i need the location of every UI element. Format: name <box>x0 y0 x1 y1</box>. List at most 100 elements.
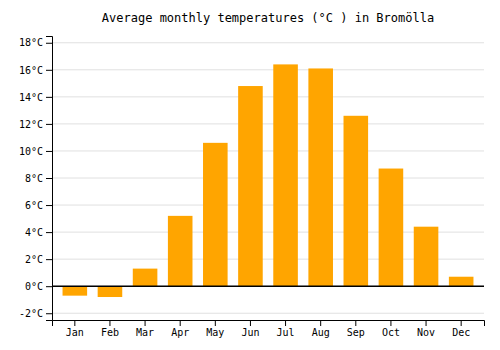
grid-line <box>52 150 484 151</box>
x-tick: Apr <box>171 320 189 338</box>
grid-line <box>52 96 484 97</box>
grid-line <box>52 123 484 124</box>
x-tick: Feb <box>101 320 119 338</box>
y-tick-mark <box>46 232 52 233</box>
y-tick: 18°C <box>19 37 52 48</box>
y-tick-mark <box>46 124 52 125</box>
x-tick: May <box>206 320 224 338</box>
grid-line <box>52 69 484 70</box>
x-tick: Jun <box>241 320 259 338</box>
y-tick-mark <box>46 178 52 179</box>
y-tick: -2°C <box>19 308 52 319</box>
bar <box>203 143 228 286</box>
title: Average monthly temperatures (°C ) in Br… <box>102 11 434 25</box>
y-tick-mark <box>46 259 52 260</box>
y-tick: 16°C <box>19 65 52 76</box>
x-tick-mark <box>461 320 462 326</box>
x-tick: Jan <box>66 320 84 338</box>
bar <box>379 169 404 287</box>
grid-line <box>52 313 484 314</box>
x-tick-mark <box>285 320 286 326</box>
x-axis: Jan Feb Mar Apr May Jun Jul Aug Sep Oct Nov Dec <box>53 320 485 338</box>
y-tick-label: 12°C <box>19 119 43 130</box>
y-tick: 10°C <box>19 146 52 157</box>
bar <box>63 286 88 295</box>
x-tick-mark <box>215 320 216 326</box>
x-tick-mark <box>320 320 321 326</box>
grid-line <box>52 205 484 206</box>
chart: -2°C 0°C 2°C 4°C 6°C 8°C 10°C 12°C 14°C 16°C 18°C J… <box>0 0 500 350</box>
x-tick-label: Nov <box>417 327 435 338</box>
x-tick-mark <box>390 320 391 326</box>
bars <box>63 64 474 297</box>
y-tick-label: 18°C <box>19 37 43 48</box>
y-tick-label: 14°C <box>19 92 43 103</box>
x-tick-label: Jul <box>277 327 295 338</box>
x-axis-line <box>53 321 485 327</box>
y-tick: 4°C <box>25 227 52 238</box>
x-tick-mark <box>426 320 427 326</box>
x-tick-label: Apr <box>171 327 189 338</box>
y-tick: 0°C <box>25 281 52 292</box>
bar <box>133 269 158 287</box>
bar <box>273 64 298 286</box>
y-tick-label: 10°C <box>19 146 43 157</box>
y-tick-label: 4°C <box>25 227 43 238</box>
x-tick-mark <box>180 320 181 326</box>
x-tick-label: Dec <box>452 327 470 338</box>
grid-line <box>52 178 484 179</box>
y-tick-mark <box>46 97 52 98</box>
y-tick: 8°C <box>25 173 52 184</box>
x-tick-label: Jan <box>66 327 84 338</box>
y-tick-mark <box>46 43 52 44</box>
x-tick-mark <box>74 320 75 326</box>
x-tick-label: Mar <box>136 327 154 338</box>
x-tick: Nov <box>417 320 435 338</box>
y-tick-label: -2°C <box>19 308 43 319</box>
y-axis: -2°C 0°C 2°C 4°C 6°C 8°C 10°C 12°C 14°C 16°C 18°C <box>19 37 53 321</box>
x-tick-mark <box>109 320 110 326</box>
bar <box>308 68 333 286</box>
x-tick: Dec <box>452 320 470 338</box>
bar <box>449 277 474 286</box>
x-tick-mark <box>145 320 146 326</box>
x-tick: Sep <box>347 320 365 338</box>
y-tick: 2°C <box>25 254 52 265</box>
y-axis-line <box>46 37 53 321</box>
bar <box>168 216 193 286</box>
y-tick-label: 0°C <box>25 281 43 292</box>
x-tick-mark <box>250 320 251 326</box>
y-tick-mark <box>46 313 52 314</box>
y-tick-label: 16°C <box>19 65 43 76</box>
bar <box>414 227 439 287</box>
x-tick: Aug <box>312 320 330 338</box>
grid <box>52 43 484 313</box>
y-tick: 14°C <box>19 92 52 103</box>
x-tick-label: Jun <box>241 327 259 338</box>
y-tick: 12°C <box>19 119 52 130</box>
y-tick-mark <box>46 205 52 206</box>
zero-line <box>52 285 484 287</box>
bar <box>238 86 263 286</box>
y-tick-mark <box>46 286 52 287</box>
x-tick: Jul <box>277 320 295 338</box>
y-tick-mark <box>46 70 52 71</box>
x-tick: Mar <box>136 320 154 338</box>
x-tick-label: Sep <box>347 327 365 338</box>
x-tick: Oct <box>382 320 400 338</box>
x-tick-label: Aug <box>312 327 330 338</box>
bar <box>98 286 123 297</box>
grid-line <box>52 42 484 43</box>
bar <box>344 116 369 286</box>
y-tick-label: 8°C <box>25 173 43 184</box>
plot: -2°C 0°C 2°C 4°C 6°C 8°C 10°C 12°C 14°C 16°C 18°C J… <box>19 37 485 339</box>
y-tick-mark <box>46 151 52 152</box>
x-tick-label: Feb <box>101 327 119 338</box>
y-tick-label: 2°C <box>25 254 43 265</box>
y-tick-label: 6°C <box>25 200 43 211</box>
x-tick-mark <box>355 320 356 326</box>
y-tick: 6°C <box>25 200 52 211</box>
grid-line <box>52 286 484 287</box>
x-tick-label: Oct <box>382 327 400 338</box>
x-tick-label: May <box>206 327 224 338</box>
